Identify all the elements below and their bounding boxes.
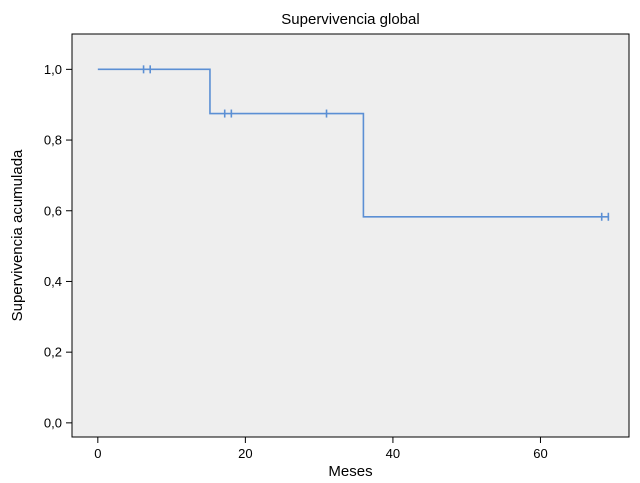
y-tick-label: 1,0	[44, 62, 62, 77]
plot-area	[71, 33, 630, 438]
x-axis-ticks: 0 20 40 60	[94, 437, 548, 461]
y-tick-label: 0,6	[44, 203, 62, 218]
y-tick-label: 0,0	[44, 415, 62, 430]
y-tick-label: 0,8	[44, 133, 62, 148]
y-axis-title: Supervivencia acumulada	[9, 149, 26, 321]
y-tick-label: 0,2	[44, 345, 62, 360]
censor-marks	[142, 65, 610, 221]
x-tick-label: 40	[386, 446, 400, 461]
y-axis-ticks: 0,0 0,2 0,4 0,6 0,8 1,0	[44, 62, 72, 430]
survival-step-line	[97, 68, 610, 218]
x-tick-label: 60	[533, 446, 547, 461]
x-tick-label: 20	[238, 446, 252, 461]
y-tick-label: 0,4	[44, 274, 62, 289]
x-tick-label: 0	[94, 446, 101, 461]
chart-title: Supervivencia global	[281, 11, 419, 28]
x-axis-title: Meses	[328, 463, 372, 480]
